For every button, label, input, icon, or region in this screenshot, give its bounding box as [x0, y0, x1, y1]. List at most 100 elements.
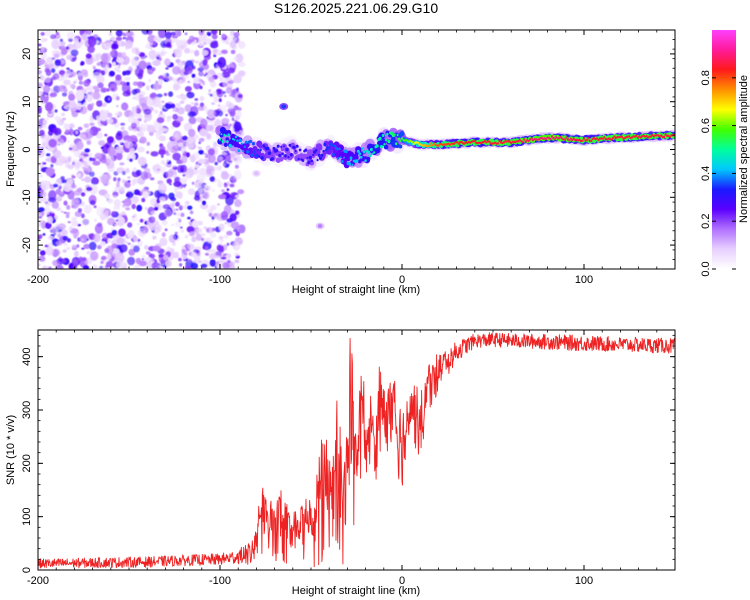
noise-speck [52, 73, 60, 80]
noise-speck [77, 72, 82, 76]
noise-speck [146, 151, 150, 154]
noise-speck [151, 262, 156, 269]
noise-speck [115, 146, 124, 154]
noise-speck [223, 183, 228, 188]
noise-speck [178, 79, 184, 84]
noise-speck [185, 173, 191, 180]
noise-speck [233, 228, 239, 233]
noise-speck [85, 87, 89, 91]
ridge-segment [245, 142, 250, 148]
noise-speck [68, 147, 73, 151]
noise-speck [206, 147, 210, 150]
noise-speck [73, 162, 82, 169]
ridge-segment [636, 136, 640, 139]
noise-speck [215, 261, 220, 266]
ridge-segment [295, 144, 299, 148]
noise-speck [208, 212, 213, 217]
noise-speck [172, 82, 180, 92]
y-tick-label: -20 [21, 237, 33, 253]
noise-speck [44, 68, 50, 73]
noise-speck [41, 142, 47, 148]
ridge-segment [348, 162, 352, 166]
noise-speck [233, 121, 242, 132]
ridge-segment [301, 159, 305, 162]
noise-speck [146, 141, 150, 146]
ridge-segment [373, 151, 376, 154]
noise-speck [131, 178, 138, 185]
ridge-segment [368, 154, 372, 158]
noise-speck [174, 49, 183, 58]
ridge-segment [240, 142, 243, 145]
noise-speck [201, 200, 207, 206]
noise-speck [99, 265, 104, 269]
noise-speck [117, 65, 121, 69]
noise-speck [228, 103, 235, 110]
noise-speck [121, 52, 127, 58]
ridge-segment [498, 139, 501, 143]
ridge-segment [553, 137, 557, 140]
noise-speck [73, 233, 78, 239]
noise-speck [92, 160, 101, 166]
noise-speck [135, 169, 142, 177]
noise-speck [197, 105, 206, 111]
noise-speck [74, 199, 78, 203]
y-tick-label: 0 [21, 146, 33, 152]
ridge-segment [351, 163, 354, 166]
noise-speck [152, 245, 161, 252]
ridge-segment [527, 139, 530, 143]
noise-speck [55, 31, 60, 36]
noise-speck [198, 71, 204, 77]
ridge-segment [242, 150, 245, 153]
noise-speck [115, 219, 119, 222]
noise-speck [143, 108, 152, 115]
noise-speck [66, 31, 75, 39]
noise-speck [83, 243, 91, 249]
noise-speck [78, 256, 83, 262]
noise-speck [121, 200, 125, 203]
ridge-segment [545, 137, 548, 141]
noise-speck [116, 57, 125, 64]
noise-speck [52, 259, 60, 267]
noise-speck [153, 42, 156, 46]
ridge-segment [596, 137, 599, 140]
noise-speck [58, 45, 63, 50]
noise-speck [55, 196, 63, 202]
noise-speck [164, 103, 172, 110]
noise-speck [218, 156, 224, 161]
ridge-segment [355, 146, 362, 154]
noise-speck [109, 50, 115, 56]
noise-speck [166, 159, 170, 163]
noise-speck [222, 91, 226, 94]
noise-speck [165, 260, 172, 268]
ridge-segment [582, 137, 586, 140]
noise-speck [99, 111, 108, 122]
noise-speck [204, 184, 208, 188]
ridge-segment [221, 140, 225, 143]
ridge-segment [237, 149, 241, 153]
noise-speck [116, 110, 123, 118]
ridge-segment [432, 142, 436, 145]
noise-speck [187, 258, 192, 262]
noise-speck [170, 197, 177, 202]
noise-speck [89, 251, 99, 261]
noise-speck [121, 130, 129, 138]
noise-speck [97, 82, 104, 89]
noise-speck [42, 119, 48, 125]
noise-speck [103, 67, 108, 71]
noise-speck [70, 184, 77, 189]
noise-speck [57, 233, 61, 238]
noise-speck [174, 133, 179, 139]
ridge-segment [378, 136, 382, 141]
noise-speck [118, 243, 128, 253]
noise-speck [109, 37, 115, 41]
noise-speck [184, 265, 191, 269]
noise-speck [81, 247, 85, 250]
noise-speck [234, 199, 242, 208]
noise-speck [66, 67, 70, 70]
noise-speck [203, 105, 207, 110]
colorbar-tick-label: 0.0 [700, 261, 712, 276]
ridge-segment [564, 138, 567, 141]
noise-speck [39, 250, 46, 256]
noise-speck [38, 263, 41, 267]
ridge-segment [253, 150, 257, 154]
